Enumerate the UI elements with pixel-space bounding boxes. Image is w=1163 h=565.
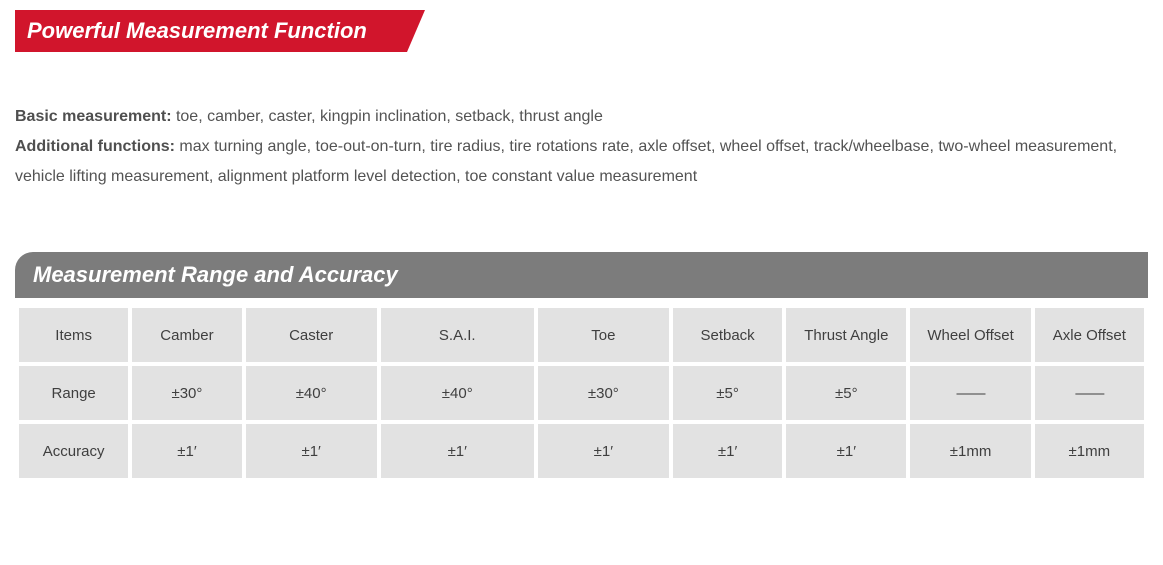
basic-text: toe, camber, caster, kingpin inclination… — [172, 108, 603, 125]
cell: ±40° — [381, 366, 534, 420]
cell: ±1mm — [1035, 424, 1144, 478]
section-title-red: Powerful Measurement Function — [15, 10, 407, 52]
cell: ±30° — [538, 366, 669, 420]
row-label: Range — [19, 366, 128, 420]
table-header-row: ItemsCamberCasterS.A.I.ToeSetbackThrust … — [19, 308, 1144, 362]
col-items: Items — [19, 308, 128, 362]
col-s-a-i-: S.A.I. — [381, 308, 534, 362]
cell: ±5° — [786, 366, 906, 420]
cell: ±40° — [246, 366, 377, 420]
row-label: Accuracy — [19, 424, 128, 478]
section-title-text: Powerful Measurement Function — [27, 18, 367, 43]
col-camber: Camber — [132, 308, 241, 362]
cell: ±1′ — [246, 424, 377, 478]
section2-title-text: Measurement Range and Accuracy — [33, 262, 398, 287]
cell: ±1′ — [673, 424, 782, 478]
additional-label: Additional functions: — [15, 138, 175, 155]
cell: ±1′ — [381, 424, 534, 478]
cell: ±1′ — [132, 424, 241, 478]
section-title-gray: Measurement Range and Accuracy — [15, 252, 1148, 298]
cell: ±1′ — [538, 424, 669, 478]
col-setback: Setback — [673, 308, 782, 362]
page-container: Powerful Measurement Function Basic meas… — [0, 0, 1163, 492]
spec-table: ItemsCamberCasterS.A.I.ToeSetbackThrust … — [15, 304, 1148, 482]
cell: ±5° — [673, 366, 782, 420]
col-wheel-offset: Wheel Offset — [910, 308, 1030, 362]
col-toe: Toe — [538, 308, 669, 362]
description-block: Basic measurement: toe, camber, caster, … — [15, 102, 1145, 192]
basic-label: Basic measurement: — [15, 108, 172, 125]
table-row: Range±30°±40°±40°±30°±5°±5°———— — [19, 366, 1144, 420]
additional-text: max turning angle, toe-out-on-turn, tire… — [15, 138, 1117, 185]
cell: —— — [1035, 366, 1144, 420]
cell: ±30° — [132, 366, 241, 420]
table-row: Accuracy±1′±1′±1′±1′±1′±1′±1mm±1mm — [19, 424, 1144, 478]
col-caster: Caster — [246, 308, 377, 362]
col-axle-offset: Axle Offset — [1035, 308, 1144, 362]
cell: —— — [910, 366, 1030, 420]
cell: ±1′ — [786, 424, 906, 478]
col-thrust-angle: Thrust Angle — [786, 308, 906, 362]
cell: ±1mm — [910, 424, 1030, 478]
